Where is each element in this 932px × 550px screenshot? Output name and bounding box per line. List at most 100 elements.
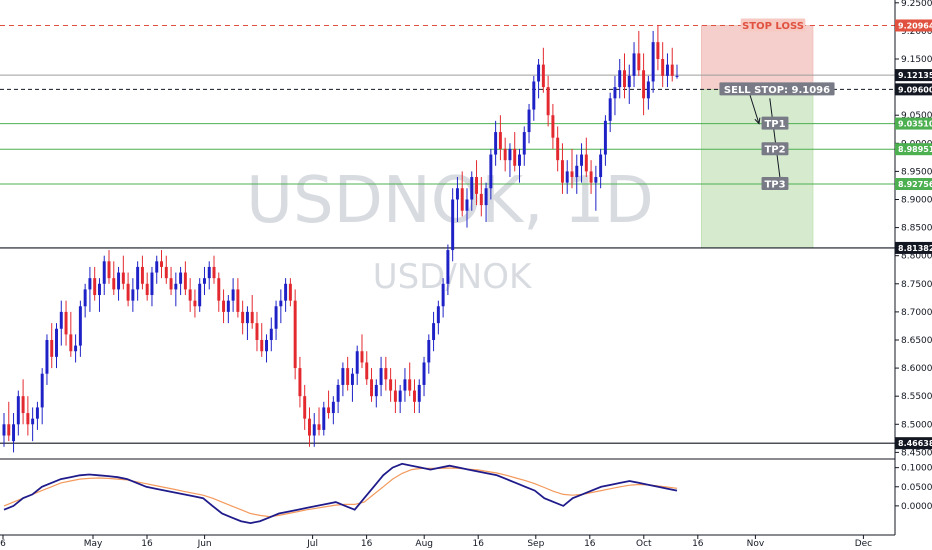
candle-body bbox=[508, 148, 512, 161]
price-tick-label: 9.25000 bbox=[901, 0, 932, 9]
price-tag-bg-0 bbox=[895, 19, 932, 32]
price-tag-bg-6 bbox=[895, 241, 932, 254]
time-tick-label: 16 bbox=[692, 539, 704, 549]
candle-body bbox=[265, 339, 268, 352]
candle-body bbox=[16, 396, 20, 425]
candles bbox=[2, 25, 679, 453]
level-labels: STOP LOSS SELL STOP: 9.1096 TP1 TP2 TP3 bbox=[719, 18, 835, 191]
candle-body bbox=[551, 115, 555, 138]
candle-body bbox=[136, 266, 140, 290]
candle-body bbox=[470, 177, 474, 200]
candle-body bbox=[346, 368, 350, 385]
time-tick-label: Aug bbox=[415, 539, 433, 549]
candle-body bbox=[599, 154, 603, 178]
candle-body bbox=[384, 368, 388, 380]
time-tick-label: Nov bbox=[747, 539, 765, 549]
time-tick-label: Sep bbox=[527, 539, 544, 549]
candle-body bbox=[465, 199, 469, 211]
candle-body bbox=[107, 261, 111, 279]
candle-body bbox=[327, 407, 331, 414]
price-tick-label: 8.60000 bbox=[901, 364, 932, 374]
candle-body bbox=[494, 132, 498, 155]
candle-body bbox=[584, 154, 588, 172]
price-tag-3: 9.03510 bbox=[898, 120, 932, 129]
candle-body bbox=[74, 345, 78, 352]
candle-body bbox=[102, 261, 106, 284]
candle-body bbox=[603, 120, 607, 155]
candle-body bbox=[12, 424, 16, 442]
candle-body bbox=[35, 407, 39, 419]
price-tag-5: 8.92756 bbox=[898, 180, 932, 189]
target-zone bbox=[701, 89, 814, 249]
candle-body bbox=[217, 278, 221, 301]
time-tick-label: Dec bbox=[855, 539, 872, 549]
candle-body bbox=[446, 250, 450, 284]
candle-body bbox=[279, 300, 283, 307]
candle-body bbox=[575, 165, 579, 178]
price-tick-label: 8.55000 bbox=[901, 392, 932, 402]
time-tick-label: Jun bbox=[197, 539, 212, 549]
level-label-bg-4 bbox=[761, 142, 789, 156]
candle-body bbox=[379, 368, 383, 385]
candle-body bbox=[436, 306, 440, 324]
candle-body bbox=[398, 390, 402, 402]
price-tick-label: 8.85000 bbox=[901, 224, 932, 234]
candle-body bbox=[331, 401, 335, 414]
price-tag-bg-3 bbox=[895, 117, 932, 130]
price-tick-label: 8.75000 bbox=[901, 280, 932, 290]
candle-body bbox=[260, 339, 264, 352]
candle-body bbox=[207, 266, 211, 279]
price-tag-7: 8.46638 bbox=[898, 439, 932, 448]
price-tick-label: 8.90000 bbox=[901, 195, 932, 205]
candle-body bbox=[88, 278, 92, 290]
candle-body bbox=[317, 424, 321, 430]
level-label-bg-0 bbox=[740, 18, 806, 32]
candle-body bbox=[241, 311, 245, 324]
candle-body bbox=[670, 64, 674, 76]
candle-body bbox=[164, 266, 168, 279]
candle-body bbox=[293, 300, 297, 369]
candle-body bbox=[131, 289, 135, 301]
price-tick-label: 9.15000 bbox=[901, 55, 932, 65]
candle-body bbox=[565, 171, 569, 183]
price-tick-label: 9.20000 bbox=[901, 27, 932, 37]
candle-body bbox=[527, 109, 531, 133]
candle-body bbox=[370, 379, 374, 397]
price-tag-bg-1 bbox=[895, 69, 932, 82]
candle-body bbox=[288, 283, 292, 301]
candle-body bbox=[7, 424, 11, 436]
candle-body bbox=[661, 59, 665, 76]
candle-body bbox=[408, 379, 412, 391]
candle-body bbox=[169, 278, 173, 290]
candle-body bbox=[503, 148, 507, 161]
candle-body bbox=[117, 272, 121, 290]
time-tick-label: 16 bbox=[141, 539, 153, 549]
price-tags: 9.20964 9.12135 9.09600 9.03510 8.98951 8.927… bbox=[895, 19, 932, 450]
price-tick-label: 8.80000 bbox=[901, 252, 932, 262]
price-axis[interactable]: 9.250009.200009.150009.100009.050009.000… bbox=[894, 0, 932, 550]
time-tick-label: May bbox=[84, 539, 103, 549]
candle-body bbox=[350, 373, 354, 385]
candle-body bbox=[589, 171, 593, 183]
candle-body bbox=[522, 132, 526, 155]
candle-body bbox=[642, 70, 646, 99]
candle-body bbox=[541, 64, 545, 88]
candle-body bbox=[202, 278, 206, 284]
candle-body bbox=[150, 272, 154, 296]
price-tag-2: 9.09600 bbox=[898, 85, 932, 94]
candle-body bbox=[646, 81, 650, 99]
candle-body bbox=[489, 154, 493, 189]
candle-body bbox=[537, 64, 541, 82]
price-tick-label: 8.50000 bbox=[901, 420, 932, 430]
level-label-bg-3 bbox=[761, 116, 789, 130]
level-label-bg-2 bbox=[719, 82, 835, 96]
candle-body bbox=[374, 384, 378, 397]
candle-body bbox=[222, 300, 226, 312]
time-axis[interactable]: 6 May 16 Jun Jul 16 Aug 16 Sep 16 Oct 16 Nov Dec bbox=[0, 534, 895, 549]
candle-body bbox=[518, 154, 521, 166]
candle-body bbox=[393, 390, 397, 402]
time-tick-label: Jul bbox=[306, 539, 318, 549]
